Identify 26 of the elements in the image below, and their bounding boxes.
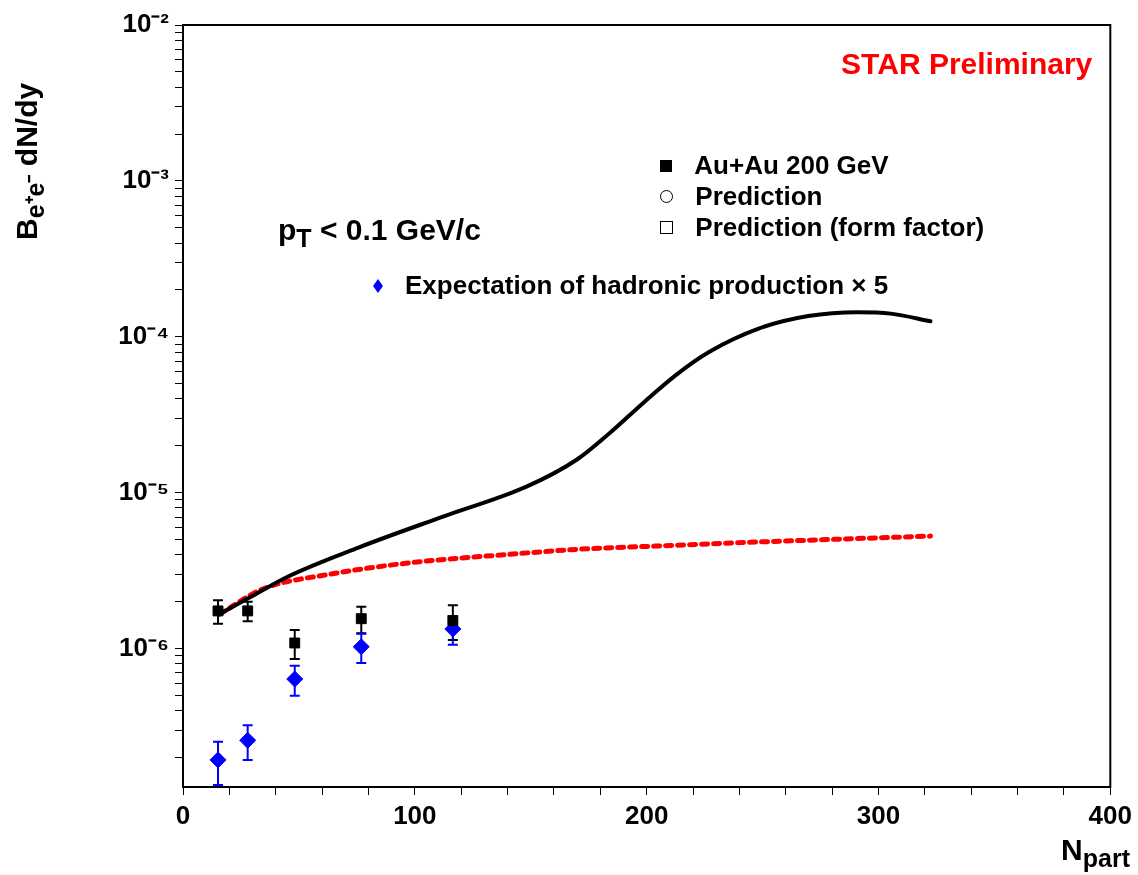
legend-label: Expectation of hadronic production × 5 — [405, 270, 889, 301]
y-tick-label: 10⁻² — [122, 8, 170, 39]
legend-label: Au+Au 200 GeV — [694, 150, 889, 181]
y-tick-label: 10⁻⁴ — [118, 320, 169, 351]
y-tick-label: 10⁻⁶ — [119, 631, 169, 662]
x-tick-label: 0 — [175, 799, 191, 830]
point — [447, 615, 459, 626]
point — [242, 605, 254, 617]
annotation: STAR Preliminary — [841, 47, 1093, 81]
annotation: p$_{T}$ < 0.1 GeV/c — [278, 213, 481, 253]
annotation: Prediction (form factor) — [695, 212, 985, 243]
x-tick-label: 300 — [856, 799, 901, 830]
x-tick-label: 100 — [393, 799, 437, 830]
point — [239, 731, 257, 749]
y-tick-label: 10⁻³ — [122, 164, 170, 195]
point — [352, 638, 370, 656]
y-tick-label: 10⁻⁵ — [118, 476, 169, 507]
x-tick-label: 400 — [1088, 799, 1133, 830]
annotation: Prediction — [695, 181, 823, 212]
point — [209, 751, 227, 769]
point — [286, 670, 304, 688]
x-tick-label: 200 — [624, 799, 669, 830]
point — [355, 613, 367, 625]
point — [212, 605, 224, 617]
x-axis-title: N$_{part}$ — [1061, 833, 1130, 873]
point — [289, 637, 301, 649]
